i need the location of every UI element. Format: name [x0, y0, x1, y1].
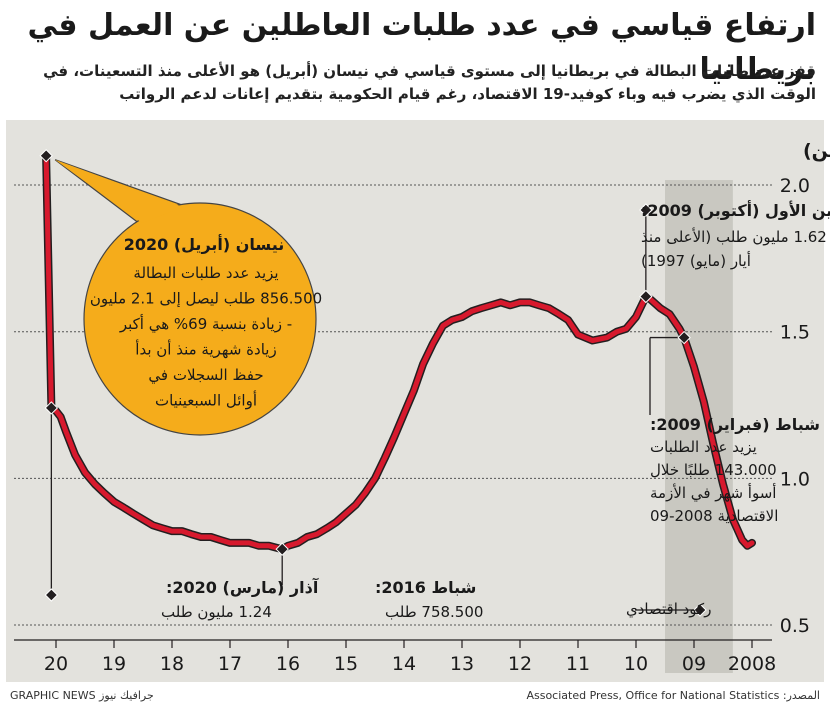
mar2020-title: آذار (مارس) 2020:	[166, 577, 319, 597]
feb2016-marker	[275, 542, 289, 556]
recession-label: ركود اقتصادي	[626, 600, 711, 619]
mar2020-line: 1.24 مليون طلب	[161, 603, 272, 621]
apr2020-title: نيسان (أبريل) 2020	[124, 234, 285, 254]
x-tick-label: 17	[218, 653, 242, 675]
feb2016-line: 758.500 طلب	[385, 603, 483, 621]
recession-band	[665, 180, 733, 674]
feb2009-line: أسوأ شهر في الأزمة	[650, 483, 776, 503]
y-tick-label: 1.5	[780, 322, 810, 344]
chart-title: طلبات تعويضات البطالة في بريطانيا (بالمل…	[803, 140, 830, 162]
mar2020-marker-end	[44, 588, 59, 602]
x-tick-label: 11	[566, 653, 590, 675]
callout-pointer-fill	[55, 159, 183, 223]
x-tick-label: 18	[160, 653, 184, 675]
apr2020-line: زيادة شهرية منذ أن بدأ	[135, 340, 276, 359]
x-tick-label: 09	[682, 653, 706, 675]
feb2016-title: شباط 2016:	[375, 578, 476, 597]
x-tick-label: 13	[450, 653, 474, 675]
x-tick-label: 20	[44, 653, 68, 675]
oct2009-line: 1.62 مليون طلب (الأعلى منذ	[641, 227, 827, 246]
source-note: المصدر: Associated Press, Office for Nat…	[526, 689, 820, 702]
x-tick-label: 15	[334, 653, 358, 675]
apr2020-line: أوائل السبعينيات	[155, 391, 257, 410]
y-tick-label: 0.5	[780, 615, 810, 637]
apr2020-line: - زيادة بنسبة 69% هي أكبر	[119, 314, 292, 334]
feb2009-title: شباط (فبراير) 2009:	[650, 415, 820, 434]
recession-legend-marker	[693, 603, 707, 617]
oct2009-line: أيار (مايو) 1997)	[641, 251, 751, 270]
feb2009-line: 143.000 طلبًا خلال	[650, 461, 777, 479]
page-title: ارتفاع قياسي في عدد طلبات العاطلين عن ال…	[27, 8, 816, 87]
apr2020-line: يزيد عدد طلبات البطالة	[133, 264, 278, 282]
oct2009-marker	[639, 289, 653, 304]
oct2009-marker-end	[639, 203, 653, 217]
x-tick-label: 12	[508, 653, 532, 675]
y-tick-label: 2.0	[780, 175, 810, 197]
subtitle: قفز عدد طلبات البطالة في بريطانيا إلى مس…	[43, 62, 816, 103]
x-tick-label: 10	[624, 653, 648, 675]
mar2020-marker	[44, 401, 59, 415]
credit: GRAPHIC NEWS جرافيك نيوز	[10, 689, 154, 702]
callout-bubble	[83, 202, 317, 436]
x-tick-label: 2008	[728, 653, 776, 675]
x-tick-label: 19	[102, 653, 126, 675]
apr2020-line: 856.500 طلب ليصل إلى 2.1 مليون	[90, 290, 322, 308]
feb2009-marker	[677, 330, 691, 345]
feb2009-line: الاقتصادية 2008-09	[650, 507, 778, 525]
x-tick-label: 14	[392, 653, 416, 675]
apr2020-marker	[39, 149, 53, 163]
feb2009-line: يزيد عدد الطلبات	[650, 438, 757, 456]
apr2020-line: حفظ السجلات في	[148, 366, 263, 385]
oct2009-title: تشرين الأول (أكتوبر) 2009:	[641, 200, 830, 220]
y-tick-label: 1.0	[780, 468, 810, 490]
x-tick-label: 16	[276, 653, 300, 675]
